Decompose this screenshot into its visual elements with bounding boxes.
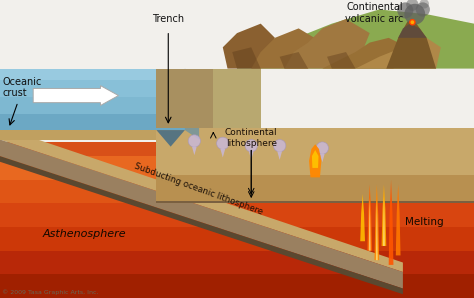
FancyArrow shape	[33, 86, 118, 105]
Polygon shape	[251, 28, 322, 69]
Polygon shape	[185, 69, 199, 139]
Polygon shape	[220, 149, 225, 158]
Circle shape	[410, 20, 414, 24]
Circle shape	[409, 19, 416, 26]
Polygon shape	[0, 274, 474, 298]
Polygon shape	[356, 38, 441, 69]
Polygon shape	[367, 184, 372, 251]
Polygon shape	[376, 200, 378, 260]
Polygon shape	[156, 128, 474, 204]
Circle shape	[397, 2, 413, 18]
Polygon shape	[284, 19, 370, 69]
Polygon shape	[156, 69, 261, 128]
Polygon shape	[0, 156, 403, 294]
Polygon shape	[389, 180, 393, 265]
Polygon shape	[237, 10, 474, 69]
Polygon shape	[0, 69, 185, 80]
Polygon shape	[0, 142, 474, 156]
Circle shape	[404, 4, 425, 25]
Polygon shape	[280, 52, 308, 69]
Text: Continental
lithosphere: Continental lithosphere	[225, 128, 278, 148]
Text: Oceanic
crust: Oceanic crust	[2, 77, 42, 98]
Polygon shape	[156, 130, 185, 147]
Polygon shape	[0, 130, 403, 272]
Polygon shape	[0, 114, 185, 130]
Polygon shape	[369, 198, 371, 251]
Polygon shape	[320, 154, 325, 162]
Polygon shape	[383, 197, 385, 246]
Polygon shape	[396, 184, 401, 255]
Polygon shape	[374, 184, 379, 260]
Text: Subducting oceanic lithosphere: Subducting oceanic lithosphere	[133, 162, 264, 217]
Circle shape	[406, 0, 419, 11]
Polygon shape	[156, 175, 474, 204]
Polygon shape	[0, 180, 474, 204]
Circle shape	[416, 2, 430, 17]
Circle shape	[217, 137, 229, 150]
Circle shape	[419, 0, 429, 9]
Polygon shape	[0, 156, 474, 180]
Text: © 2009 Tasa Graphic Arts, Inc.: © 2009 Tasa Graphic Arts, Inc.	[2, 290, 99, 295]
Polygon shape	[309, 144, 321, 177]
Polygon shape	[0, 130, 156, 139]
Circle shape	[273, 139, 286, 152]
Text: Continental
volcanic arc: Continental volcanic arc	[345, 2, 404, 24]
Polygon shape	[0, 227, 474, 251]
Polygon shape	[156, 69, 213, 128]
Polygon shape	[0, 139, 403, 288]
Polygon shape	[0, 69, 185, 130]
Text: Asthenosphere: Asthenosphere	[43, 229, 126, 239]
Polygon shape	[382, 184, 386, 246]
Polygon shape	[398, 24, 427, 38]
Polygon shape	[0, 204, 474, 227]
Polygon shape	[386, 21, 436, 69]
Polygon shape	[322, 38, 408, 69]
Polygon shape	[192, 147, 197, 155]
Polygon shape	[0, 251, 474, 274]
Text: Trench: Trench	[152, 14, 184, 24]
Circle shape	[188, 135, 201, 147]
Polygon shape	[327, 52, 356, 69]
Polygon shape	[277, 151, 282, 160]
Text: Melting: Melting	[405, 217, 444, 227]
Polygon shape	[249, 151, 254, 160]
Polygon shape	[232, 47, 261, 69]
Polygon shape	[312, 150, 319, 168]
Polygon shape	[0, 97, 185, 114]
Polygon shape	[156, 201, 474, 204]
Polygon shape	[223, 24, 275, 69]
Circle shape	[316, 142, 328, 154]
Polygon shape	[360, 194, 365, 241]
Circle shape	[245, 139, 257, 152]
